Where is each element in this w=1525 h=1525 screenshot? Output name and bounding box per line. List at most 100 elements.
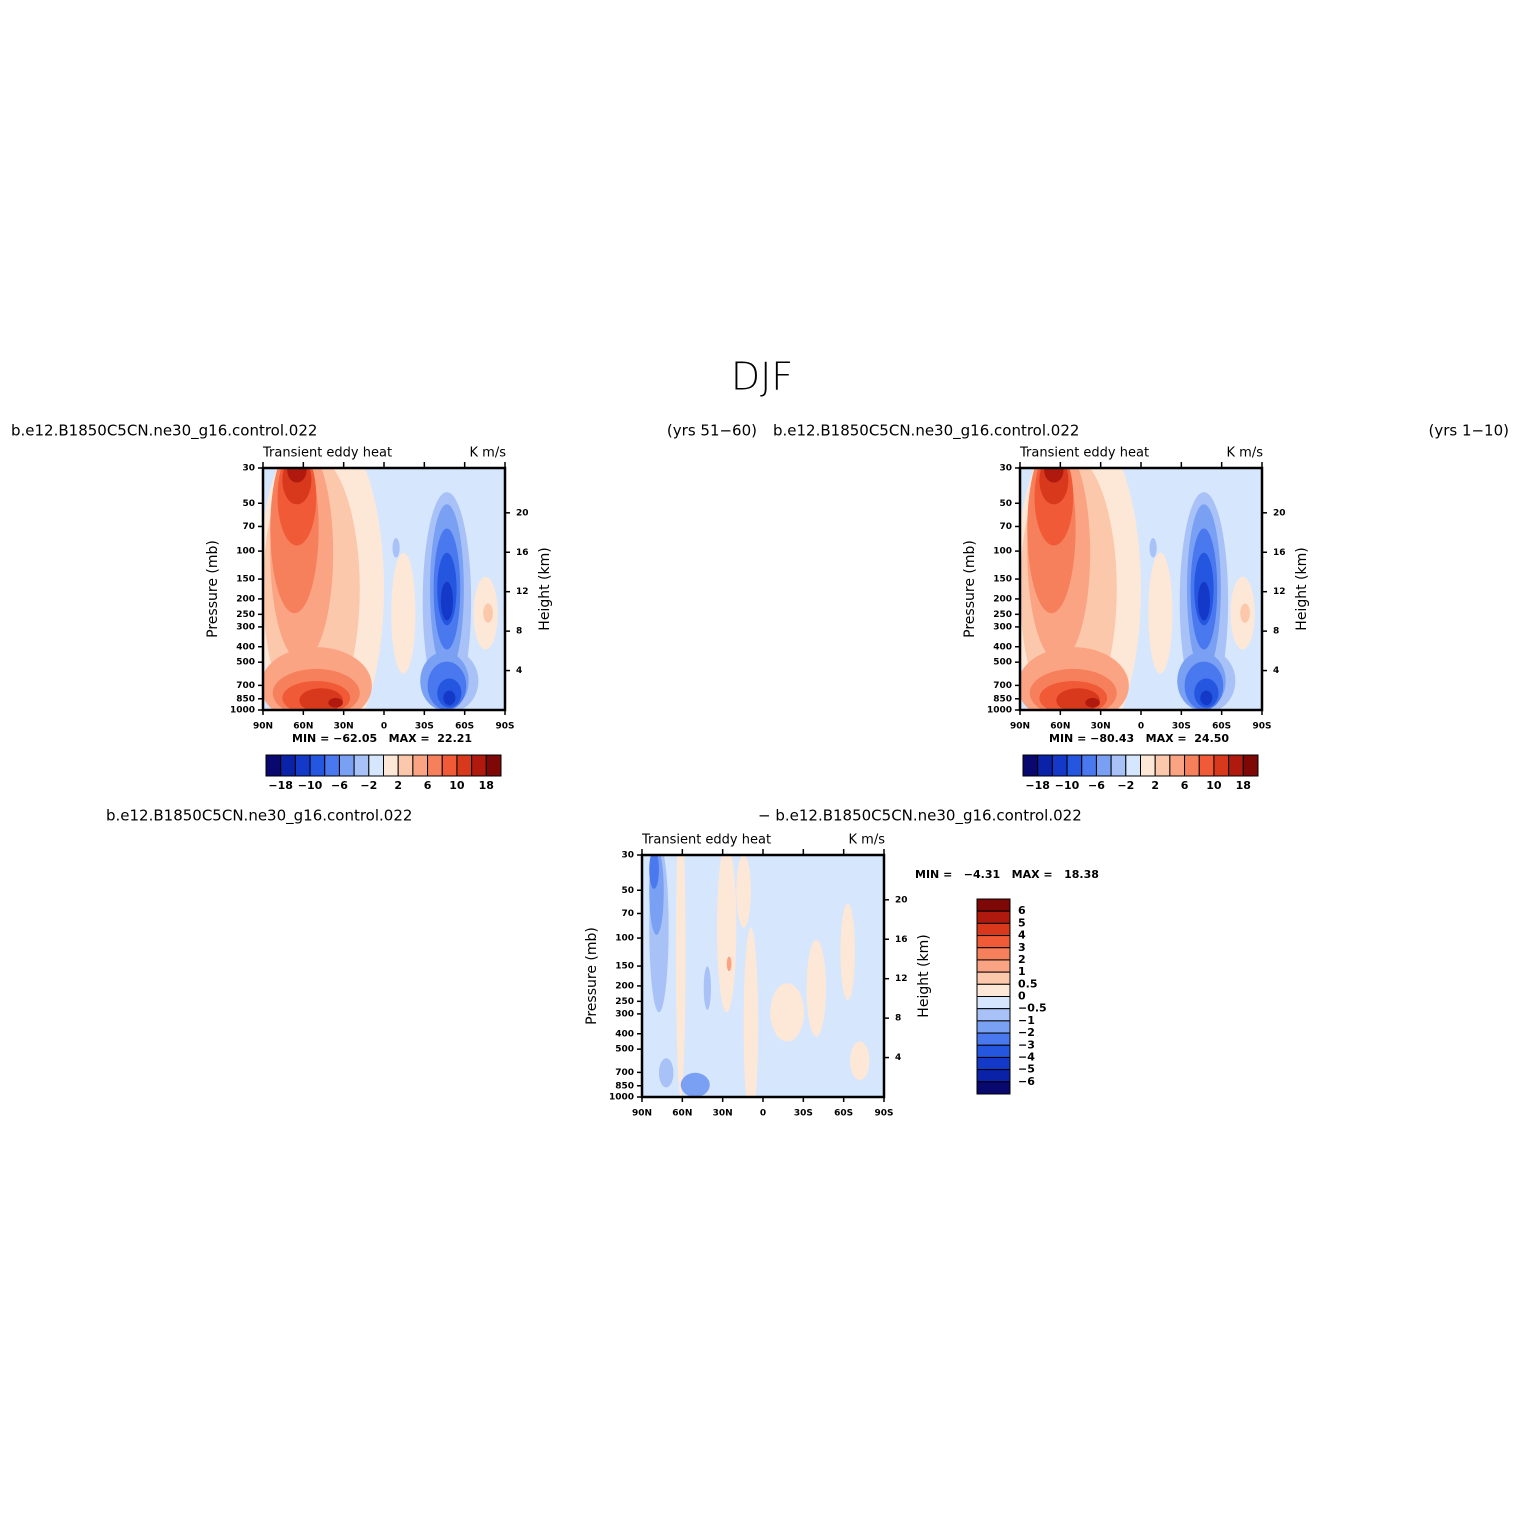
x-tick-label: 30S (794, 1109, 813, 1119)
y-tick-label: 1000 (230, 706, 255, 716)
colorbar-label: −18 (268, 779, 293, 792)
contour-region (726, 956, 732, 972)
y-tick-label: 70 (621, 909, 634, 919)
colorbar-label: −6 (1018, 1075, 1035, 1088)
variable-label: Transient eddy heat (262, 446, 392, 461)
colorbar-label: −4 (1018, 1050, 1035, 1063)
colorbar-box (309, 754, 326, 777)
y-tick-label: 250 (236, 610, 255, 620)
colorbar-label: 3 (1018, 941, 1026, 954)
y-tick-label: 200 (993, 594, 1012, 604)
y-tick-label: 50 (242, 499, 255, 509)
y2-tick-label: 16 (1273, 548, 1286, 558)
colorbar-box (1095, 754, 1112, 777)
colorbar-box (976, 971, 1011, 985)
y2-tick-label: 4 (895, 1053, 901, 1063)
colorbar-label: 2 (1151, 779, 1159, 792)
colorbar-box (1154, 754, 1171, 777)
case-title: b.e12.B1850C5CN.ne30_g16.control.022 (11, 422, 317, 441)
colorbar-label: 18 (1236, 779, 1251, 792)
contour-region (1148, 552, 1173, 674)
colorbar-label: 10 (449, 779, 465, 792)
colorbar-label: 4 (1018, 929, 1026, 942)
colorbar-box (976, 898, 1011, 912)
figure-title: DJF (731, 355, 793, 399)
colorbar-box (1110, 754, 1127, 777)
contour-region (1197, 581, 1210, 621)
colorbar-label: 6 (1018, 904, 1026, 917)
colorbar-box (976, 947, 1011, 961)
y-tick-label: 300 (615, 1009, 634, 1019)
y-tick-label: 150 (993, 575, 1012, 585)
y2-tick-label: 12 (1273, 587, 1286, 597)
colorbar-box (338, 754, 355, 777)
contour-region (483, 603, 493, 623)
y-tick-label: 100 (993, 547, 1012, 557)
colorbar-box (1242, 754, 1259, 777)
contour-region (840, 903, 855, 1001)
colorbar-box (976, 1056, 1011, 1071)
y-tick-label: 300 (993, 622, 1012, 632)
colorbar-box (280, 754, 296, 777)
x-tick-label: 60S (455, 722, 474, 732)
min-max: MIN = −4.31 MAX = 18.38 (915, 868, 1099, 881)
contour-region (658, 1058, 674, 1088)
colorbar-box (976, 935, 1011, 949)
y-tick-label: 150 (615, 962, 634, 972)
x-tick-label: 90N (1010, 722, 1030, 732)
x-tick-label: 30S (1172, 722, 1191, 732)
x-tick-label: 30S (415, 722, 434, 732)
min-max: MIN = −80.43 MAX = 24.50 (1049, 732, 1229, 745)
x-tick-label: 0 (760, 1109, 766, 1119)
contour-region (391, 552, 416, 674)
colorbar-box (976, 1069, 1011, 1083)
y-tick-label: 850 (615, 1081, 634, 1091)
y-tick-label: 150 (236, 575, 255, 585)
y-tick-label: 200 (615, 981, 634, 991)
y-tick-label: 50 (621, 886, 634, 896)
colorbar-label: −2 (1018, 1026, 1035, 1039)
units-label: K m/s (470, 446, 507, 461)
contour-region (1044, 468, 1064, 483)
contour-region (1240, 603, 1250, 623)
y-tick-label: 30 (242, 464, 255, 474)
colorbar-box (1140, 754, 1156, 777)
contour-region (850, 1041, 870, 1081)
contour-region (1085, 697, 1100, 708)
colorbar-box (976, 1008, 1011, 1022)
y-tick-label: 200 (236, 594, 255, 604)
colorbar-box (1184, 754, 1200, 777)
colorbar-label: −2 (360, 779, 377, 792)
y-tick-label: 700 (993, 681, 1012, 691)
colorbar-box (976, 1020, 1011, 1034)
x-tick-label: 30N (334, 722, 354, 732)
y2-tick-label: 8 (895, 1014, 901, 1024)
colorbar-box (1228, 754, 1244, 777)
y-tick-label: 100 (236, 547, 255, 557)
colorbar-box (265, 754, 282, 777)
colorbar-label: −6 (1088, 779, 1105, 792)
contour-region (1149, 538, 1157, 558)
colorbar-label: −3 (1018, 1038, 1035, 1051)
colorbar-box (976, 1081, 1011, 1095)
colorbar-box (353, 754, 370, 777)
y-tick-label: 30 (621, 851, 634, 861)
case-title: b.e12.B1850C5CN.ne30_g16.control.022 (106, 807, 412, 826)
x-tick-label: 60N (1050, 722, 1070, 732)
x-tick-label: 30N (1091, 722, 1111, 732)
y-tick-label: 400 (615, 1029, 634, 1039)
x-tick-label: 60S (1212, 722, 1231, 732)
x-tick-label: 0 (381, 722, 387, 732)
x-tick-label: 90S (1252, 722, 1271, 732)
colorbar-label: −18 (1025, 779, 1050, 792)
colorbar-label: 2 (394, 779, 402, 792)
x-tick-label: 30N (713, 1109, 733, 1119)
colorbar-box (1051, 754, 1068, 777)
y-tick-label: 850 (236, 694, 255, 704)
colorbar-box (976, 983, 1011, 997)
colorbar-label: −5 (1018, 1063, 1035, 1076)
y-tick-label: 1000 (609, 1093, 634, 1103)
case-title: − b.e12.B1850C5CN.ne30_g16.control.022 (758, 807, 1082, 826)
colorbar-box (456, 754, 473, 777)
y-tick-label: 250 (993, 610, 1012, 620)
